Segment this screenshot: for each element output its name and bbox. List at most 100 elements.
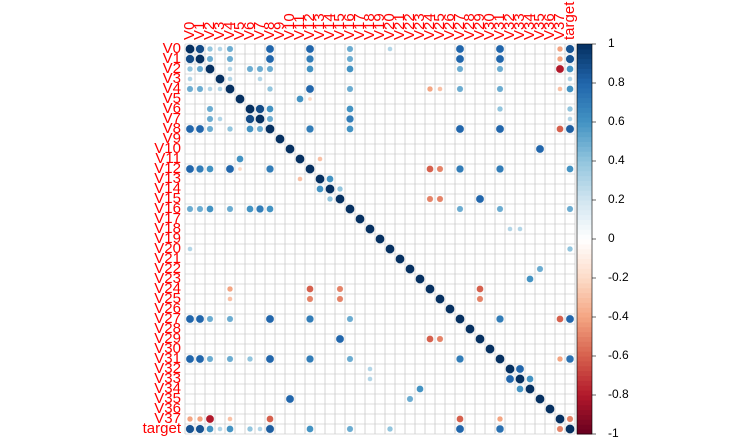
- row-label: V17: [154, 210, 181, 227]
- colorbar-segment: [577, 351, 592, 357]
- corr-circle: [305, 124, 315, 134]
- corr-circle: [225, 164, 235, 174]
- corr-circle: [217, 116, 223, 122]
- colorbar-segment: [577, 278, 592, 284]
- colorbar-segment: [577, 175, 592, 181]
- corr-circle: [495, 54, 505, 64]
- colorbar-segment: [577, 258, 592, 264]
- column-label: V6: [241, 22, 258, 40]
- corr-circle: [185, 164, 195, 174]
- corr-circle: [517, 226, 523, 232]
- colorbar-segment: [577, 214, 592, 220]
- column-label: V22: [401, 13, 418, 40]
- row-label: V12: [154, 160, 181, 177]
- corr-circle: [186, 415, 194, 423]
- colorbar-segment: [577, 63, 592, 69]
- corr-circle: [505, 364, 515, 374]
- corr-circle: [226, 55, 234, 63]
- colorbar-segment: [577, 409, 592, 415]
- column-label: V28: [461, 13, 478, 40]
- corr-circle: [196, 415, 204, 423]
- corr-circle: [496, 105, 504, 113]
- corr-circle: [326, 195, 334, 203]
- colorbar-segment: [577, 92, 592, 99]
- colorbar-segment: [577, 380, 592, 386]
- row-label: V2: [163, 60, 181, 77]
- corr-circle: [217, 46, 223, 52]
- row-label: V9: [163, 130, 181, 147]
- corr-circle: [355, 214, 365, 224]
- row-label: V35: [154, 390, 181, 407]
- corr-circle: [205, 414, 215, 424]
- corr-circle: [516, 385, 524, 393]
- corr-circle: [555, 64, 565, 74]
- corr-circle: [206, 355, 214, 363]
- corr-circle: [526, 275, 534, 283]
- column-label: V7: [251, 22, 268, 40]
- corr-circle: [367, 366, 373, 372]
- corr-circle: [565, 314, 575, 324]
- corr-circle: [305, 314, 315, 324]
- corr-circle: [196, 205, 204, 213]
- corr-circle: [206, 105, 214, 113]
- corr-circle: [475, 194, 485, 204]
- corr-circle: [465, 324, 475, 334]
- column-label: V19: [371, 13, 388, 40]
- colorbar-segment: [577, 195, 592, 201]
- corr-circle: [185, 354, 195, 364]
- colorbar-segment: [577, 78, 592, 84]
- corr-circle: [346, 45, 354, 53]
- corr-circle: [496, 65, 504, 73]
- corr-circle: [186, 85, 194, 93]
- corr-circle: [206, 45, 214, 53]
- corr-circle: [436, 195, 444, 203]
- corr-circle: [525, 384, 535, 394]
- colorbar-segment: [577, 395, 592, 401]
- colorbar-segment: [577, 200, 592, 206]
- corr-circle: [305, 164, 315, 174]
- colorbar-segment: [577, 239, 592, 245]
- corr-circle: [246, 355, 254, 363]
- row-label: V20: [154, 240, 181, 257]
- row-label: V37: [154, 410, 181, 427]
- colorbar-segment: [577, 180, 592, 186]
- corr-circle: [496, 415, 504, 423]
- corr-circle: [195, 44, 205, 54]
- colorbar-segment: [577, 68, 592, 74]
- corr-circle: [246, 125, 254, 133]
- column-label: V4: [221, 22, 238, 40]
- column-label: V25: [431, 13, 448, 40]
- colorbar-segment: [577, 107, 592, 113]
- column-label: V14: [321, 13, 338, 40]
- corr-circle: [265, 314, 275, 324]
- corr-circle: [455, 44, 465, 54]
- colorbar-segment: [577, 73, 592, 79]
- column-label: V32: [501, 13, 518, 40]
- row-label: V18: [154, 220, 181, 237]
- corr-circle: [456, 85, 464, 93]
- colorbar-tick-label: 0.8: [608, 75, 625, 89]
- corr-circle: [385, 244, 395, 254]
- corr-circle: [325, 184, 335, 194]
- corr-circle: [565, 54, 575, 64]
- corr-circle: [256, 125, 264, 133]
- colorbar-segment: [577, 268, 592, 274]
- column-label: target: [561, 1, 578, 40]
- corr-circle: [185, 44, 195, 54]
- corr-circle: [405, 264, 415, 274]
- colorbar-segment: [577, 419, 592, 425]
- corr-circle: [187, 246, 193, 252]
- corr-circle: [227, 66, 233, 72]
- corr-circle: [306, 295, 314, 303]
- corr-circle: [415, 274, 425, 284]
- corr-circle: [556, 55, 564, 63]
- colorbar-segment: [577, 156, 592, 162]
- corr-circle: [565, 44, 575, 54]
- corr-circle: [455, 54, 465, 64]
- colorbar-segment: [577, 131, 592, 138]
- colorbar-segment: [577, 44, 592, 50]
- column-label: V20: [381, 13, 398, 40]
- corr-circle: [195, 314, 205, 324]
- column-label: V37: [551, 13, 568, 40]
